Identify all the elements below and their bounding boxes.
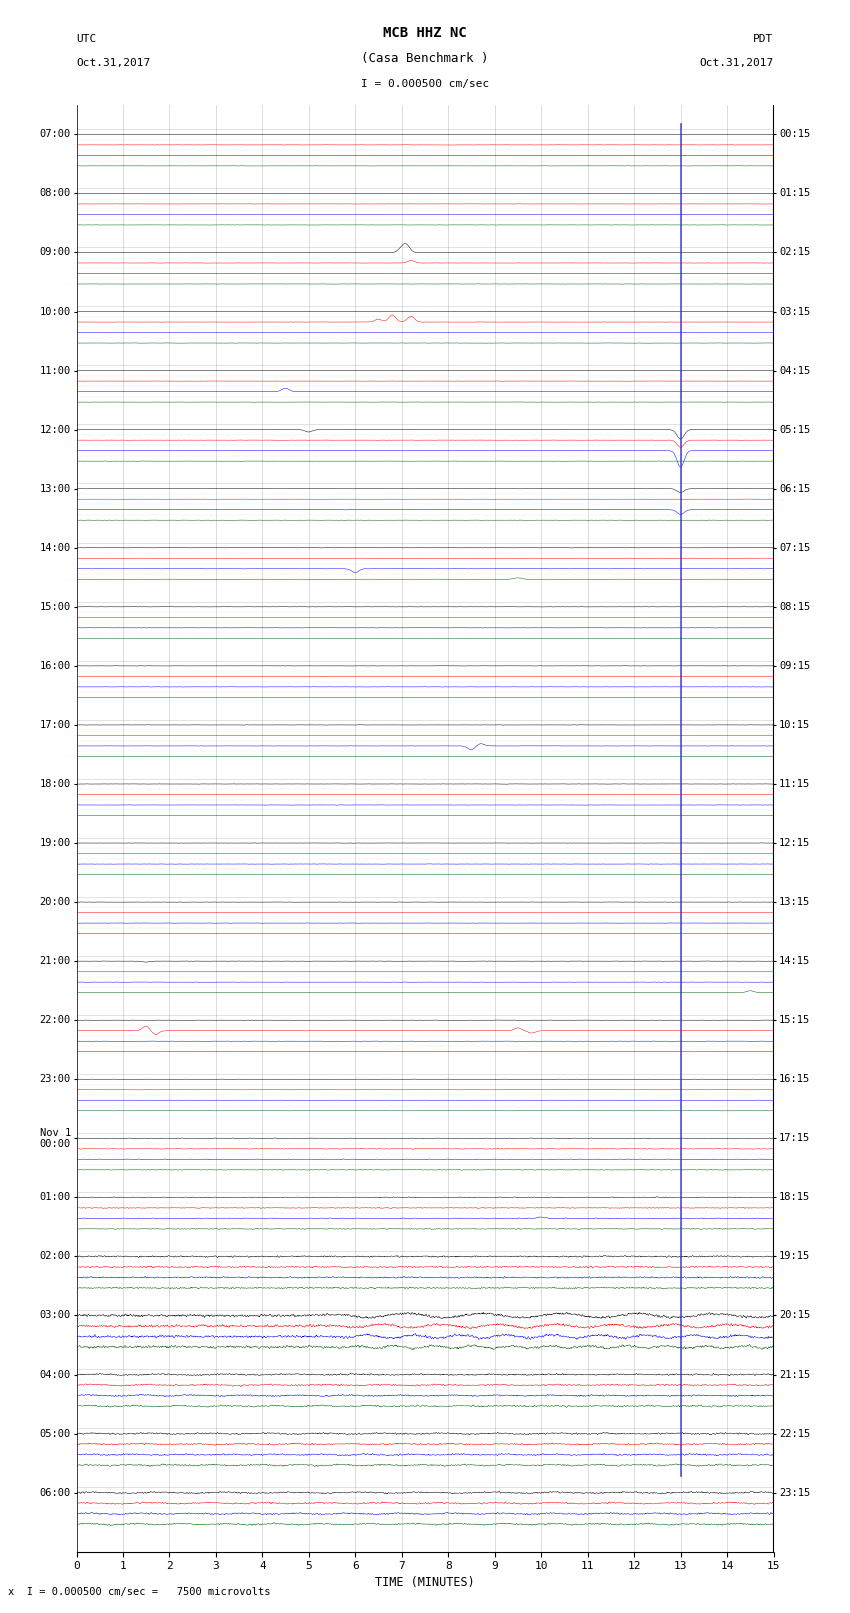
Text: (Casa Benchmark ): (Casa Benchmark ) bbox=[361, 52, 489, 65]
Text: PDT: PDT bbox=[753, 34, 774, 44]
X-axis label: TIME (MINUTES): TIME (MINUTES) bbox=[375, 1576, 475, 1589]
Text: UTC: UTC bbox=[76, 34, 97, 44]
Text: Oct.31,2017: Oct.31,2017 bbox=[76, 58, 150, 68]
Text: I = 0.000500 cm/sec: I = 0.000500 cm/sec bbox=[361, 79, 489, 89]
Text: Oct.31,2017: Oct.31,2017 bbox=[700, 58, 774, 68]
Text: x  I = 0.000500 cm/sec =   7500 microvolts: x I = 0.000500 cm/sec = 7500 microvolts bbox=[8, 1587, 271, 1597]
Text: MCB HHZ NC: MCB HHZ NC bbox=[383, 26, 467, 40]
